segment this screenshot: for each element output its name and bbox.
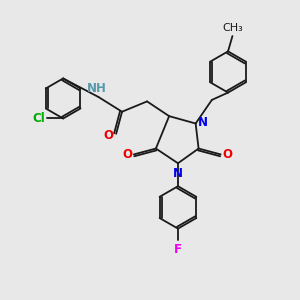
Text: N: N — [173, 167, 183, 180]
Text: CH₃: CH₃ — [223, 23, 243, 33]
Text: Cl: Cl — [32, 112, 45, 125]
Text: NH: NH — [87, 82, 107, 95]
Text: O: O — [122, 148, 132, 161]
Text: F: F — [174, 243, 182, 256]
Text: N: N — [198, 116, 208, 128]
Text: O: O — [222, 148, 232, 161]
Text: O: O — [104, 129, 114, 142]
